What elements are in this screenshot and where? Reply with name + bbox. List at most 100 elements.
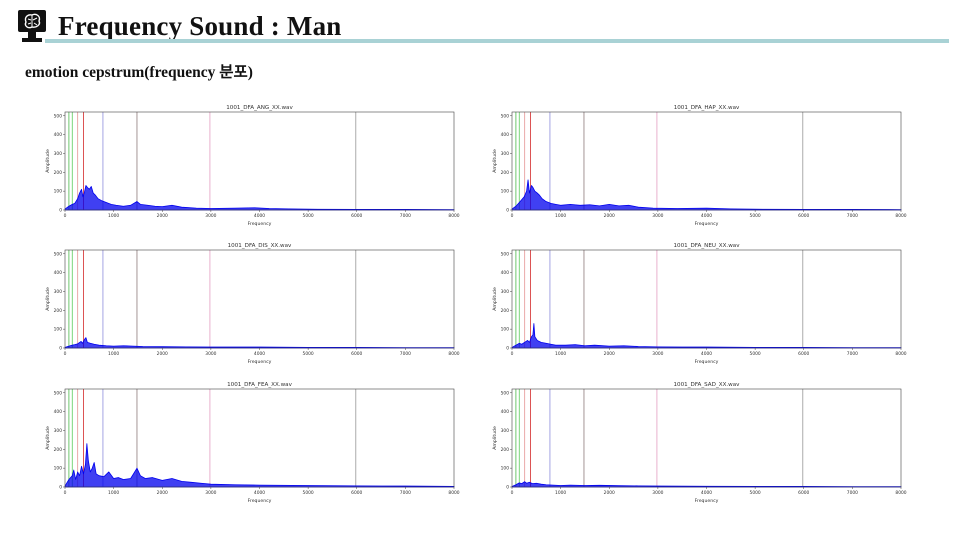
y-tick-label: 100 <box>54 466 63 472</box>
x-axis-label: Frequency <box>695 359 719 365</box>
x-tick-label: 2000 <box>604 490 615 496</box>
y-tick-label: 400 <box>54 270 63 276</box>
chart-title: 1001_DFA_HAP_XX.wav <box>674 105 740 111</box>
y-tick-label: 400 <box>501 270 510 276</box>
plot-frame <box>64 388 455 488</box>
y-tick-label: 100 <box>501 466 510 472</box>
x-tick-label: 2000 <box>604 213 615 219</box>
x-tick-label: 7000 <box>847 351 858 357</box>
x-tick-label: 8000 <box>448 351 459 357</box>
x-tick-label: 7000 <box>847 213 858 219</box>
y-tick-label: 500 <box>54 251 63 257</box>
x-tick-label: 3000 <box>205 351 216 357</box>
y-axis-label: Amplitude <box>492 149 498 173</box>
plot-frame <box>64 249 455 349</box>
x-tick-label: 2000 <box>157 351 168 357</box>
x-axis-label: Frequency <box>248 221 272 227</box>
x-axis-label: Frequency <box>695 498 719 504</box>
title-rule <box>45 39 949 43</box>
x-tick-label: 7000 <box>847 490 858 496</box>
y-tick-label: 400 <box>54 132 63 138</box>
x-tick-label: 5000 <box>750 490 761 496</box>
chart-title: 1001_DFA_ANG_XX.wav <box>226 105 293 111</box>
x-tick-label: 4000 <box>701 351 712 357</box>
x-tick-label: 6000 <box>798 351 809 357</box>
chart-title: 1001_DFA_DIS_XX.wav <box>228 243 292 249</box>
y-tick-label: 500 <box>501 390 510 396</box>
x-tick-label: 1000 <box>108 490 119 496</box>
x-tick-label: 5000 <box>750 351 761 357</box>
brain-monitor-logo <box>18 10 46 42</box>
x-tick-label: 5000 <box>303 213 314 219</box>
x-axis-label: Frequency <box>248 498 272 504</box>
x-axis-label: Frequency <box>695 221 719 227</box>
plot-frame <box>64 111 455 211</box>
y-tick-label: 0 <box>506 346 509 352</box>
y-tick-label: 100 <box>54 189 63 195</box>
x-tick-label: 1000 <box>108 351 119 357</box>
y-tick-label: 400 <box>501 132 510 138</box>
x-tick-label: 1000 <box>108 213 119 219</box>
spectrum-series <box>511 179 902 211</box>
plot-frame <box>511 111 902 211</box>
x-tick-label: 0 <box>64 490 67 496</box>
x-tick-label: 0 <box>511 213 514 219</box>
x-tick-label: 8000 <box>895 351 906 357</box>
x-tick-label: 2000 <box>604 351 615 357</box>
y-tick-label: 300 <box>501 289 510 295</box>
y-tick-label: 500 <box>54 390 63 396</box>
x-tick-label: 5000 <box>303 351 314 357</box>
y-tick-label: 200 <box>54 308 63 314</box>
x-tick-label: 4000 <box>254 213 265 219</box>
spectrum-series <box>64 185 455 211</box>
spectrum-series <box>511 323 902 349</box>
x-tick-label: 8000 <box>895 490 906 496</box>
chart-svg: 1001_DFA_ANG_XX.wav 0 1000 2000 3000 4000 5000… <box>45 105 460 227</box>
y-tick-label: 500 <box>501 113 510 119</box>
x-tick-label: 6000 <box>351 213 362 219</box>
x-tick-label: 7000 <box>400 213 411 219</box>
x-tick-label: 1000 <box>555 213 566 219</box>
plot-fea: 1001_DFA_FEA_XX.wav 0 1000 2000 3000 4000 5000… <box>40 377 460 507</box>
y-tick-label: 400 <box>54 409 63 415</box>
x-tick-label: 0 <box>64 213 67 219</box>
y-axis-label: Amplitude <box>492 426 498 450</box>
x-tick-label: 3000 <box>652 351 663 357</box>
x-tick-label: 7000 <box>400 351 411 357</box>
plot-frame <box>511 388 902 488</box>
x-tick-label: 3000 <box>205 213 216 219</box>
x-tick-label: 5000 <box>750 213 761 219</box>
y-tick-label: 100 <box>501 189 510 195</box>
y-tick-label: 0 <box>59 346 62 352</box>
x-tick-label: 0 <box>64 351 67 357</box>
chart-title: 1001_DFA_NEU_XX.wav <box>673 243 740 249</box>
plot-neu: 1001_DFA_NEU_XX.wav 0 1000 2000 3000 4000 5000… <box>487 238 907 368</box>
x-tick-label: 6000 <box>351 351 362 357</box>
y-tick-label: 100 <box>54 327 63 333</box>
y-tick-label: 300 <box>54 289 63 295</box>
x-tick-label: 6000 <box>351 490 362 496</box>
x-tick-label: 2000 <box>157 213 168 219</box>
y-tick-label: 200 <box>501 170 510 176</box>
y-tick-label: 100 <box>501 327 510 333</box>
x-tick-label: 8000 <box>448 213 459 219</box>
y-tick-label: 300 <box>54 151 63 157</box>
x-tick-label: 6000 <box>798 213 809 219</box>
x-tick-label: 8000 <box>448 490 459 496</box>
x-tick-label: 0 <box>511 490 514 496</box>
y-tick-label: 200 <box>501 447 510 453</box>
y-tick-label: 500 <box>54 113 63 119</box>
x-tick-label: 4000 <box>701 490 712 496</box>
x-tick-label: 3000 <box>205 490 216 496</box>
x-tick-label: 4000 <box>254 351 265 357</box>
chart-title: 1001_DFA_SAD_XX.wav <box>673 382 740 388</box>
plot-ang: 1001_DFA_ANG_XX.wav 0 1000 2000 3000 4000 5000… <box>40 100 460 230</box>
spectrum-series <box>64 337 455 349</box>
plot-hap: 1001_DFA_HAP_XX.wav 0 1000 2000 3000 4000 5000… <box>487 100 907 230</box>
slide-subtitle: emotion cepstrum(frequency 분포) <box>25 64 253 81</box>
y-axis-label: Amplitude <box>492 287 498 311</box>
